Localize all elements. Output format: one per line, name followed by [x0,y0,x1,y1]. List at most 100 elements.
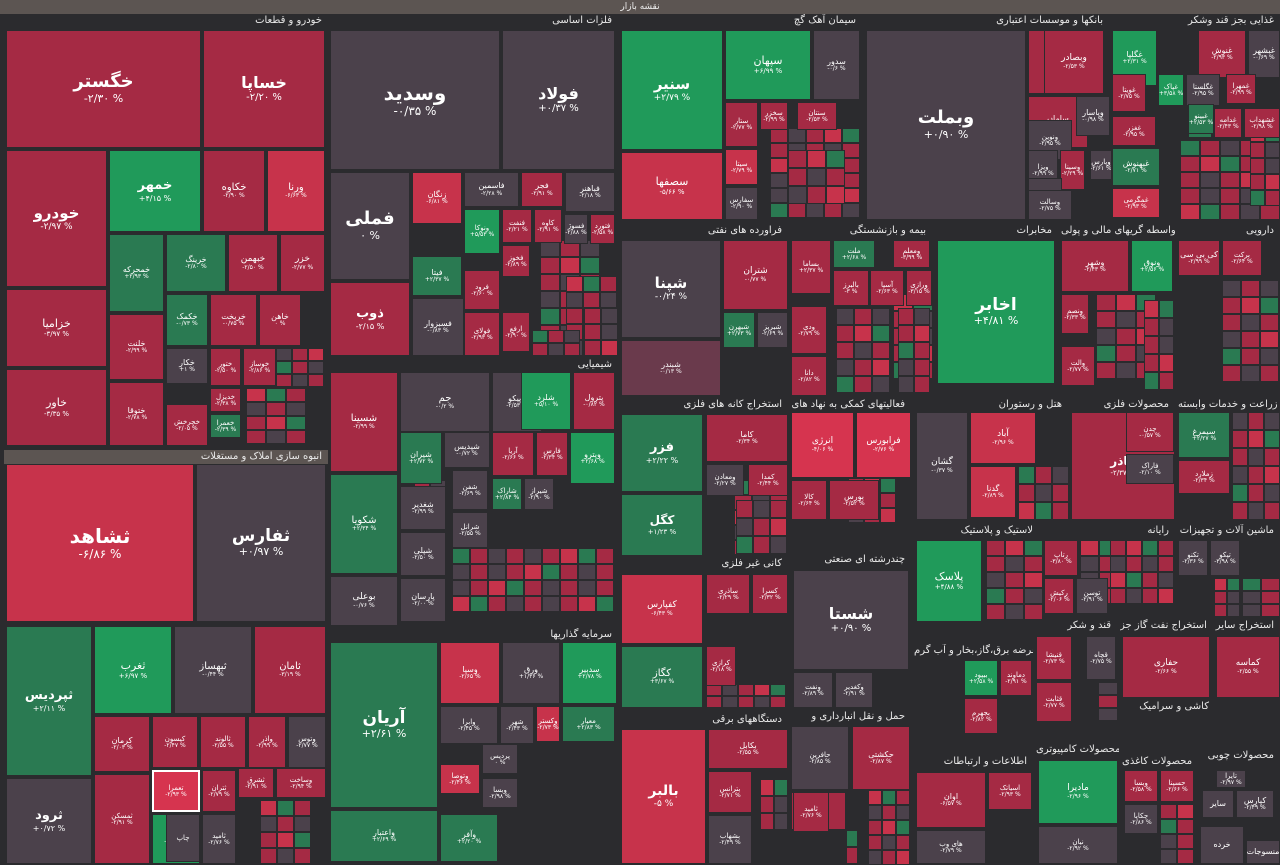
stock-tile[interactable]: سصفها -۵/۶۶ % [621,152,723,220]
stock-tile[interactable]: حافرین -۲/۸۵ % [791,726,849,790]
sector-title[interactable]: فلزات اساسی [552,15,612,26]
stock-tile[interactable]: وابرا -۲/۴۵ % [440,706,498,744]
stock-tile[interactable]: غویتا -۲/۷۵ % [1112,74,1146,112]
treemap-cell[interactable] [986,556,1005,572]
treemap-cell[interactable] [1110,572,1126,588]
stock-tile[interactable]: غنوش -۲/۹۳ % [1198,30,1246,78]
treemap-cell[interactable] [1250,158,1265,174]
treemap-cell[interactable] [914,342,930,359]
stock-tile[interactable]: ختوقا -۲/۷۸ % [109,382,164,446]
treemap-cell[interactable] [1222,365,1241,382]
stock-tile[interactable]: والت -۲/۷۷ % [1061,346,1095,386]
treemap-cell[interactable] [1260,314,1279,331]
treemap-cell[interactable] [1220,156,1240,172]
treemap-cell[interactable] [896,820,910,835]
stock-tile[interactable]: انرژی -۴/۰۶ % [791,412,854,478]
treemap-cell[interactable] [470,596,488,612]
treemap-cell[interactable] [292,361,308,374]
treemap-cell[interactable] [292,348,308,361]
treemap-cell[interactable] [246,402,266,416]
treemap-cell[interactable] [872,359,890,376]
stock-tile[interactable]: کگل +۱/۲۳ % [621,494,703,556]
treemap-cell[interactable] [277,832,294,848]
treemap-cell[interactable] [277,816,294,832]
stock-tile[interactable]: خرده [1200,826,1244,864]
treemap-cell[interactable] [760,779,774,796]
treemap-cell[interactable] [452,548,470,564]
treemap-cell[interactable] [1242,578,1261,591]
treemap-cell[interactable] [294,816,311,832]
treemap-cell[interactable] [770,158,788,173]
treemap-cell[interactable] [854,359,872,376]
treemap-cell[interactable] [898,376,914,393]
treemap-cell[interactable] [276,348,292,361]
stock-tile[interactable]: شیران +۲/۷۲ % [400,432,442,484]
stock-tile[interactable]: ثشرق -۲/۹۱ % [238,768,274,798]
treemap-cell[interactable] [986,588,1005,604]
stock-tile[interactable]: شفن -۲/۶۹ % [452,470,488,510]
stock-tile[interactable]: منسوجات [1246,840,1280,864]
stock-tile[interactable]: غمگرمی -۲/۹۳ % [1112,188,1160,218]
stock-tile[interactable]: قچاه -۲/۷۵ % [1086,636,1116,680]
treemap-cell[interactable] [1227,604,1240,617]
treemap-cell[interactable] [770,203,788,218]
treemap-cell[interactable] [807,168,826,186]
stock-tile[interactable]: حکشتی -۲/۸۷ % [852,726,910,790]
stock-tile[interactable]: قنیشا -۲/۷۳ % [1036,636,1072,680]
treemap-cell[interactable] [1232,430,1248,448]
treemap-cell[interactable] [753,500,770,518]
sector-title[interactable]: شیمیایی [577,359,612,370]
sector-title[interactable]: غذایی بجز قند وشکر [1188,15,1274,26]
stock-tile[interactable]: کاما -۲/۳۴ % [706,414,788,462]
treemap-cell[interactable] [1248,484,1264,502]
treemap-cell[interactable] [807,150,826,168]
treemap-cell[interactable] [1222,331,1241,348]
stock-tile[interactable]: کیسون -۲/۴۷ % [152,716,198,768]
stock-tile[interactable]: شیراز -۲/۹۰ % [524,478,554,510]
treemap-cell[interactable] [1116,362,1136,379]
stock-tile[interactable]: کفپارس -۶/۴۳ % [621,574,703,644]
treemap-cell[interactable] [1158,572,1174,588]
stock-tile[interactable]: وکستر -۲/۷۳ % [536,706,560,742]
treemap-cell[interactable] [583,276,600,292]
treemap-cell[interactable] [914,359,930,376]
treemap-cell[interactable] [836,376,854,393]
stock-tile[interactable]: فولاد +۰/۳۷ % [502,30,615,170]
stock-tile[interactable]: ملت +۲/۶۸ % [833,240,875,268]
stock-tile[interactable]: کپارس -۲/۴۹ % [1236,790,1274,818]
stock-tile[interactable]: سخزر -۲/۹۹ % [760,102,788,130]
stock-tile[interactable]: شاراک +۲/۸۴ % [492,478,522,510]
treemap-cell[interactable] [308,374,324,387]
treemap-cell[interactable] [1144,318,1159,336]
treemap-cell[interactable] [1052,484,1069,502]
stock-tile[interactable]: آریان +۲/۶۱ % [330,642,438,808]
treemap-cell[interactable] [1242,604,1261,617]
sector-title[interactable]: محصولات کاغذی [1122,756,1193,767]
treemap-cell[interactable] [596,596,614,612]
sector-title[interactable]: استخراج کانه های فلزی [683,399,782,410]
stock-tile[interactable]: برکت -۲/۶۴ % [1222,240,1262,276]
stock-tile[interactable]: فخوز -۲/۸۹ % [502,245,530,277]
treemap-cell[interactable] [826,168,845,186]
stock-tile[interactable]: ثرود +۰/۷۲ % [6,778,92,864]
treemap-cell[interactable] [542,548,560,564]
treemap-cell[interactable] [1158,540,1174,556]
treemap-cell[interactable] [560,564,578,580]
stock-tile[interactable]: کگاز +۳/۶۷ % [621,646,703,708]
treemap-cell[interactable] [1126,556,1142,572]
treemap-cell[interactable] [736,500,753,518]
treemap-cell[interactable] [882,835,896,850]
treemap-cell[interactable] [1144,300,1159,318]
treemap-cell[interactable] [1005,572,1024,588]
treemap-cell[interactable] [1227,578,1240,591]
sector-title[interactable]: چندرشته ای صنعتی [824,554,905,565]
stock-tile[interactable]: فرابورس -۲/۷۶ % [856,412,911,478]
treemap-cell[interactable] [276,374,292,387]
treemap-cell[interactable] [1227,591,1240,604]
sector-title[interactable]: سرمایه گذاریها [550,629,612,640]
treemap-cell[interactable] [753,536,770,554]
stock-tile[interactable]: های وب -۲/۷۹ % [916,830,986,864]
stock-tile[interactable]: شهر -۲/۴۳ % [500,706,534,744]
stock-tile[interactable]: کمدا -۲/۴۴ % [748,464,788,496]
treemap-cell[interactable] [266,402,286,416]
